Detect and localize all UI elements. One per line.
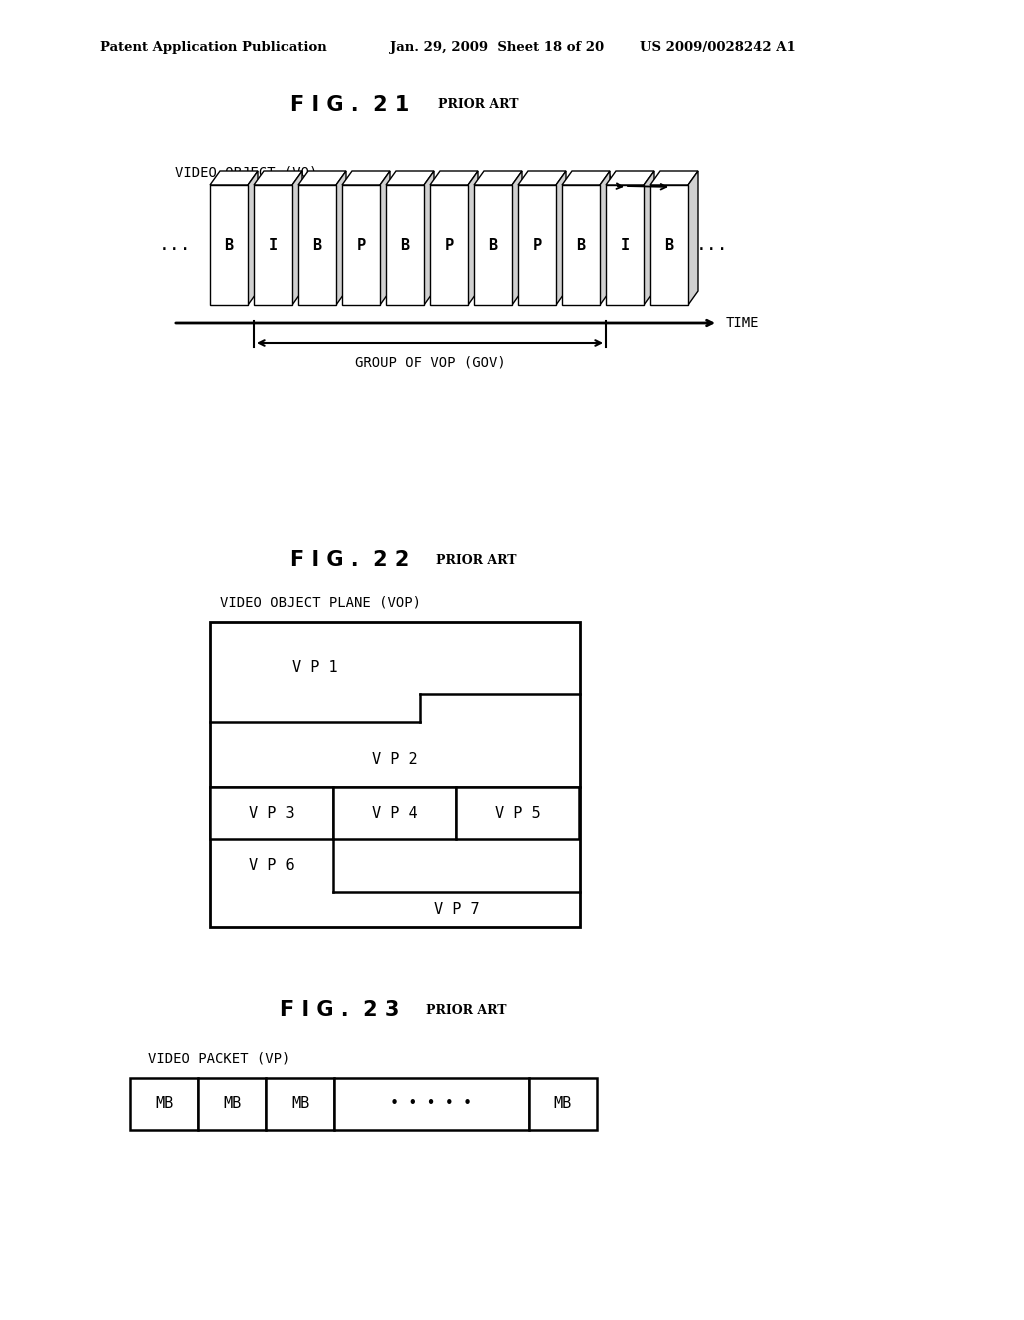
Text: US 2009/0028242 A1: US 2009/0028242 A1 [640, 41, 796, 54]
Text: V P 6: V P 6 [249, 858, 294, 873]
Bar [198, 1078, 266, 1130]
Polygon shape [386, 172, 434, 185]
Text: V P 1: V P 1 [292, 660, 338, 675]
Text: V P 2: V P 2 [372, 752, 418, 767]
Polygon shape [342, 172, 390, 185]
Bar [518, 185, 556, 305]
Text: V P 3: V P 3 [249, 805, 294, 821]
Polygon shape [512, 172, 522, 305]
Bar [334, 1078, 529, 1130]
Polygon shape [556, 172, 566, 305]
Bar [210, 185, 248, 305]
Text: TIME: TIME [726, 315, 760, 330]
Text: P: P [444, 238, 454, 252]
Polygon shape [562, 172, 610, 185]
Bar [456, 787, 579, 840]
Bar [210, 622, 580, 927]
Text: PRIOR ART: PRIOR ART [426, 1003, 507, 1016]
Bar [386, 185, 424, 305]
Text: F I G .  2 2: F I G . 2 2 [291, 550, 410, 570]
Bar [298, 185, 336, 305]
Text: MB: MB [291, 1097, 309, 1111]
Polygon shape [210, 172, 258, 185]
Text: P: P [356, 238, 366, 252]
Text: ...: ... [695, 236, 728, 253]
Polygon shape [380, 172, 390, 305]
Bar [266, 1078, 334, 1130]
Text: Jan. 29, 2009  Sheet 18 of 20: Jan. 29, 2009 Sheet 18 of 20 [390, 41, 604, 54]
Text: B: B [224, 238, 233, 252]
Text: MB: MB [554, 1097, 572, 1111]
Text: VOP: VOP [607, 172, 633, 185]
Polygon shape [518, 172, 566, 185]
Text: B: B [400, 238, 410, 252]
Text: MB: MB [223, 1097, 241, 1111]
Text: V P 7: V P 7 [434, 902, 479, 917]
Text: B: B [312, 238, 322, 252]
Polygon shape [650, 172, 698, 185]
Polygon shape [430, 172, 478, 185]
Polygon shape [298, 172, 346, 185]
Text: V P 4: V P 4 [372, 805, 418, 821]
Polygon shape [468, 172, 478, 305]
Polygon shape [424, 172, 434, 305]
Text: PRIOR ART: PRIOR ART [436, 553, 516, 566]
Bar [130, 1078, 198, 1130]
Bar [562, 185, 600, 305]
Polygon shape [248, 172, 258, 305]
Text: P: P [532, 238, 542, 252]
Bar [650, 185, 688, 305]
Polygon shape [688, 172, 698, 305]
Text: V P 5: V P 5 [495, 805, 541, 821]
Text: B: B [577, 238, 586, 252]
Text: VIDEO PACKET (VP): VIDEO PACKET (VP) [148, 1051, 291, 1065]
Text: B: B [665, 238, 674, 252]
Bar [529, 1078, 597, 1130]
Bar [474, 185, 512, 305]
Polygon shape [292, 172, 302, 305]
Text: B: B [488, 238, 498, 252]
Bar [333, 787, 456, 840]
Polygon shape [336, 172, 346, 305]
Bar [254, 185, 292, 305]
Text: VIDEO OBJECT PLANE (VOP): VIDEO OBJECT PLANE (VOP) [220, 595, 421, 609]
Text: I: I [621, 238, 630, 252]
Text: Patent Application Publication: Patent Application Publication [100, 41, 327, 54]
Polygon shape [606, 172, 654, 185]
Text: MB: MB [155, 1097, 173, 1111]
Bar [342, 185, 380, 305]
Polygon shape [254, 172, 302, 185]
Polygon shape [474, 172, 522, 185]
Text: F I G .  2 1: F I G . 2 1 [291, 95, 410, 115]
Text: ...: ... [159, 236, 191, 253]
Polygon shape [644, 172, 654, 305]
Polygon shape [600, 172, 610, 305]
Text: I: I [268, 238, 278, 252]
Text: F I G .  2 3: F I G . 2 3 [281, 1001, 399, 1020]
Text: • • • • •: • • • • • [390, 1097, 472, 1111]
Text: PRIOR ART: PRIOR ART [438, 99, 518, 111]
Text: VIDEO OBJECT (VO): VIDEO OBJECT (VO) [175, 165, 317, 180]
Bar [430, 185, 468, 305]
Bar [210, 787, 333, 840]
Bar [606, 185, 644, 305]
Text: GROUP OF VOP (GOV): GROUP OF VOP (GOV) [354, 356, 506, 370]
